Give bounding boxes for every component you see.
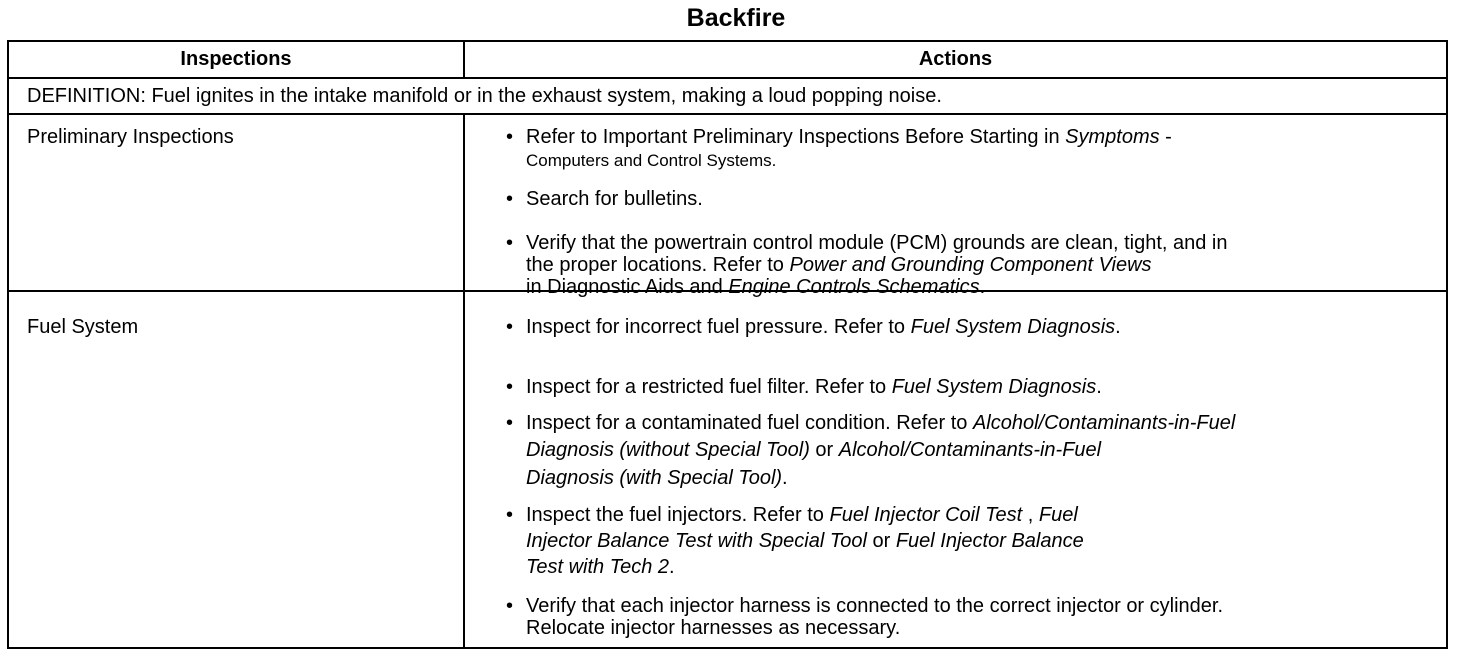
action-text: . xyxy=(669,556,675,578)
action-line: in Diagnostic Aids and Engine Controls S… xyxy=(526,276,985,299)
action-text: the proper locations. Refer to xyxy=(526,254,790,276)
reference-link-text: Fuel System Diagnosis xyxy=(910,316,1116,338)
action-text: Verify that the powertrain control modul… xyxy=(526,232,1228,254)
bullet-dot-icon: • xyxy=(506,126,514,148)
action-line: Injector Balance Test with Special Tool … xyxy=(526,530,1084,553)
action-line: Inspect the fuel injectors. Refer to Fue… xyxy=(526,504,1078,527)
action-text: , xyxy=(1022,504,1039,526)
reference-link-text: Diagnosis (without Special Tool) xyxy=(526,439,810,461)
action-text: or xyxy=(866,530,896,552)
reference-link-text: Alcohol/Contaminants-in-Fuel xyxy=(972,412,1236,434)
action-line: Inspect for incorrect fuel pressure. Ref… xyxy=(526,316,1121,339)
action-text: Computers and Control Systems. xyxy=(526,151,777,170)
column-divider-header xyxy=(463,42,465,77)
action-text: Inspect for a contaminated fuel conditio… xyxy=(526,412,973,434)
reference-link-text: Power and Grounding Component Views xyxy=(789,254,1152,276)
action-line: Inspect for a contaminated fuel conditio… xyxy=(526,412,1235,435)
action-text: Inspect for a restricted fuel filter. Re… xyxy=(526,376,892,398)
page-title: Backfire xyxy=(686,4,786,32)
action-text: or xyxy=(809,439,839,461)
action-text: Refer to Important Preliminary Inspectio… xyxy=(526,126,1066,148)
row-label-preliminary: Preliminary Inspections xyxy=(27,126,234,148)
header-inspections: Inspections xyxy=(180,48,292,70)
definition-text: DEFINITION: Fuel ignites in the intake m… xyxy=(27,85,942,107)
reference-link-text: Test with Tech 2 xyxy=(526,556,670,578)
bullet-dot-icon: • xyxy=(506,504,514,526)
action-text: Inspect for incorrect fuel pressure. Ref… xyxy=(526,316,911,338)
action-line: Computers and Control Systems. xyxy=(526,149,776,172)
bullet-dot-icon: • xyxy=(506,188,514,210)
action-line: Diagnosis (without Special Tool) or Alco… xyxy=(526,439,1101,462)
bullet-dot-icon: • xyxy=(506,316,514,338)
reference-link-text: Engine Controls Schematics xyxy=(728,276,980,298)
bullet-dot-icon: • xyxy=(506,376,514,398)
action-text: in Diagnostic Aids and xyxy=(526,276,729,298)
action-text: Inspect the fuel injectors. Refer to xyxy=(526,504,830,526)
backfire-table: Inspections Actions DEFINITION: Fuel ign… xyxy=(7,40,1448,649)
action-text: Search for bulletins. xyxy=(526,188,703,210)
bullet-dot-icon: • xyxy=(506,595,514,617)
action-line: Verify that the powertrain control modul… xyxy=(526,232,1227,255)
action-line: Diagnosis (with Special Tool). xyxy=(526,467,788,490)
header-actions: Actions xyxy=(918,48,993,70)
definition-divider xyxy=(9,113,1446,115)
action-text: Verify that each injector harness is con… xyxy=(526,595,1224,617)
header-divider xyxy=(9,77,1446,79)
action-line: Refer to Important Preliminary Inspectio… xyxy=(526,126,1172,149)
action-line: the proper locations. Refer to Power and… xyxy=(526,254,1152,277)
reference-link-text: Fuel xyxy=(1038,504,1078,526)
action-text: . xyxy=(1096,376,1102,398)
action-line: Verify that each injector harness is con… xyxy=(526,595,1223,618)
reference-link-text: Diagnosis (with Special Tool) xyxy=(526,467,783,489)
action-text: . xyxy=(979,276,986,298)
reference-link-text: Fuel System Diagnosis xyxy=(891,376,1097,398)
action-text: . xyxy=(1115,316,1121,338)
row-label-fuel-system: Fuel System xyxy=(27,316,139,338)
reference-link-text: Fuel Injector Coil Test xyxy=(829,504,1023,526)
action-text: Relocate injector harnesses as necessary… xyxy=(526,617,901,639)
reference-link-text: Fuel Injector Balance xyxy=(895,530,1084,552)
action-line: Inspect for a restricted fuel filter. Re… xyxy=(526,376,1102,399)
action-line: Relocate injector harnesses as necessary… xyxy=(526,617,900,640)
reference-link-text: Alcohol/Contaminants-in-Fuel xyxy=(838,439,1102,461)
action-line: Test with Tech 2. xyxy=(526,556,675,579)
action-text: - xyxy=(1159,126,1172,148)
column-divider-body xyxy=(463,113,465,647)
action-line: Search for bulletins. xyxy=(526,188,703,211)
row-divider xyxy=(9,290,1446,292)
reference-link-text: Injector Balance Test with Special Tool xyxy=(526,530,867,552)
reference-link-text: Symptoms xyxy=(1065,126,1160,148)
action-text: . xyxy=(782,467,788,489)
bullet-dot-icon: • xyxy=(506,412,514,434)
bullet-dot-icon: • xyxy=(506,232,514,254)
